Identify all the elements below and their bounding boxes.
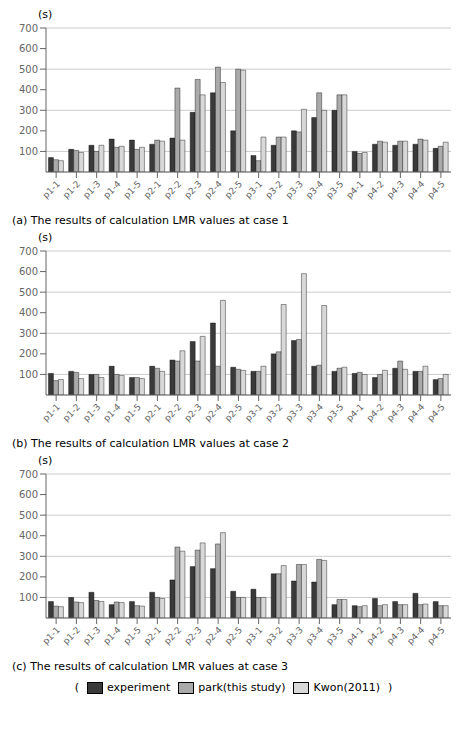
svg-text:700: 700 bbox=[19, 469, 38, 480]
svg-text:300: 300 bbox=[19, 551, 38, 562]
svg-text:p4-3: p4-3 bbox=[385, 179, 407, 201]
svg-text:p1-1: p1-1 bbox=[41, 625, 63, 647]
svg-text:p1-5: p1-5 bbox=[122, 179, 144, 201]
svg-text:p1-4: p1-4 bbox=[101, 179, 123, 201]
svg-text:p4-3: p4-3 bbox=[385, 402, 407, 424]
html-text:(a) The results of calculation: (a) The results of calculation LMR value… bbox=[12, 214, 289, 227]
svg-text:p2-5: p2-5 bbox=[223, 179, 245, 201]
svg-text:p2-4: p2-4 bbox=[203, 625, 225, 647]
svg-text:p2-3: p2-3 bbox=[182, 179, 204, 201]
svg-text:500: 500 bbox=[19, 287, 38, 298]
svg-text:p2-3: p2-3 bbox=[182, 402, 204, 424]
svg-text:p3-4: p3-4 bbox=[304, 179, 326, 201]
html-text:(c) The results of calculation: (c) The results of calculation LMR value… bbox=[12, 660, 289, 673]
svg-text:p3-3: p3-3 bbox=[284, 625, 306, 647]
svg-text:600: 600 bbox=[19, 43, 38, 54]
html-text:experiment: experiment bbox=[107, 681, 171, 694]
svg-text:p4-5: p4-5 bbox=[425, 179, 447, 201]
svg-text:300: 300 bbox=[19, 105, 38, 116]
svg-text:p2-5: p2-5 bbox=[223, 625, 245, 647]
svg-text:700: 700 bbox=[19, 246, 38, 257]
svg-text:p4-2: p4-2 bbox=[365, 179, 387, 201]
svg-text:p1-3: p1-3 bbox=[81, 402, 103, 424]
svg-text:p3-1: p3-1 bbox=[243, 402, 265, 424]
svg-text:p1-2: p1-2 bbox=[61, 402, 83, 424]
svg-text:p3-2: p3-2 bbox=[263, 402, 285, 424]
svg-text:400: 400 bbox=[19, 307, 38, 318]
svg-text:p2-3: p2-3 bbox=[182, 625, 204, 647]
svg-text:p4-1: p4-1 bbox=[344, 402, 366, 424]
svg-text:p4-4: p4-4 bbox=[405, 625, 427, 647]
svg-text:p3-4: p3-4 bbox=[304, 625, 326, 647]
svg-text:p4-5: p4-5 bbox=[425, 402, 447, 424]
svg-text:p2-2: p2-2 bbox=[162, 402, 184, 424]
svg-text:200: 200 bbox=[19, 125, 38, 136]
svg-text:p1-3: p1-3 bbox=[81, 625, 103, 647]
svg-text:600: 600 bbox=[19, 489, 38, 500]
svg-text:500: 500 bbox=[19, 64, 38, 75]
svg-text:p4-1: p4-1 bbox=[344, 625, 366, 647]
svg-text:p1-4: p1-4 bbox=[101, 625, 123, 647]
svg-text:p1-5: p1-5 bbox=[122, 402, 144, 424]
svg-text:p1-4: p1-4 bbox=[101, 402, 123, 424]
svg-text:p3-5: p3-5 bbox=[324, 402, 346, 424]
svg-text:100: 100 bbox=[19, 369, 38, 380]
html-text:(s): (s) bbox=[38, 454, 53, 467]
svg-text:200: 200 bbox=[19, 348, 38, 359]
svg-text:400: 400 bbox=[19, 530, 38, 541]
svg-text:p2-1: p2-1 bbox=[142, 625, 164, 647]
svg-text:p1-5: p1-5 bbox=[122, 625, 144, 647]
html-text:(b) The results of calculation: (b) The results of calculation LMR value… bbox=[12, 437, 290, 450]
html-text:park(this study): park(this study) bbox=[198, 681, 286, 694]
svg-text:p3-2: p3-2 bbox=[263, 179, 285, 201]
svg-text:p3-4: p3-4 bbox=[304, 402, 326, 424]
svg-text:p2-4: p2-4 bbox=[203, 402, 225, 424]
svg-text:100: 100 bbox=[19, 146, 38, 157]
svg-text:400: 400 bbox=[19, 84, 38, 95]
svg-text:p3-2: p3-2 bbox=[263, 625, 285, 647]
svg-text:p4-5: p4-5 bbox=[425, 625, 447, 647]
html-text:(s): (s) bbox=[38, 8, 53, 21]
svg-text:p3-5: p3-5 bbox=[324, 625, 346, 647]
svg-text:300: 300 bbox=[19, 328, 38, 339]
svg-text:p1-2: p1-2 bbox=[61, 179, 83, 201]
svg-text:p4-2: p4-2 bbox=[365, 402, 387, 424]
svg-text:p2-1: p2-1 bbox=[142, 179, 164, 201]
svg-text:600: 600 bbox=[19, 266, 38, 277]
svg-text:p4-4: p4-4 bbox=[405, 179, 427, 201]
svg-text:200: 200 bbox=[19, 571, 38, 582]
svg-text:p3-3: p3-3 bbox=[284, 402, 306, 424]
svg-text:p4-1: p4-1 bbox=[344, 179, 366, 201]
svg-text:p3-5: p3-5 bbox=[324, 179, 346, 201]
svg-text:p1-1: p1-1 bbox=[41, 402, 63, 424]
svg-text:500: 500 bbox=[19, 510, 38, 521]
svg-text:p2-4: p2-4 bbox=[203, 179, 225, 201]
svg-text:p2-1: p2-1 bbox=[142, 402, 164, 424]
svg-text:p1-3: p1-3 bbox=[81, 179, 103, 201]
svg-text:700: 700 bbox=[19, 23, 38, 34]
svg-text:p4-4: p4-4 bbox=[405, 402, 427, 424]
svg-text:p3-1: p3-1 bbox=[243, 179, 265, 201]
svg-text:p4-2: p4-2 bbox=[365, 625, 387, 647]
svg-text:p2-2: p2-2 bbox=[162, 625, 184, 647]
svg-text:p3-3: p3-3 bbox=[284, 179, 306, 201]
svg-text:p3-1: p3-1 bbox=[243, 625, 265, 647]
svg-text:p2-2: p2-2 bbox=[162, 179, 184, 201]
html-text:(s): (s) bbox=[38, 231, 53, 244]
svg-text:p1-2: p1-2 bbox=[61, 625, 83, 647]
svg-text:p1-1: p1-1 bbox=[41, 179, 63, 201]
svg-text:100: 100 bbox=[19, 592, 38, 603]
svg-text:p2-5: p2-5 bbox=[223, 402, 245, 424]
svg-text:p4-3: p4-3 bbox=[385, 625, 407, 647]
html-text:Kwon(2011): Kwon(2011) bbox=[313, 681, 380, 694]
